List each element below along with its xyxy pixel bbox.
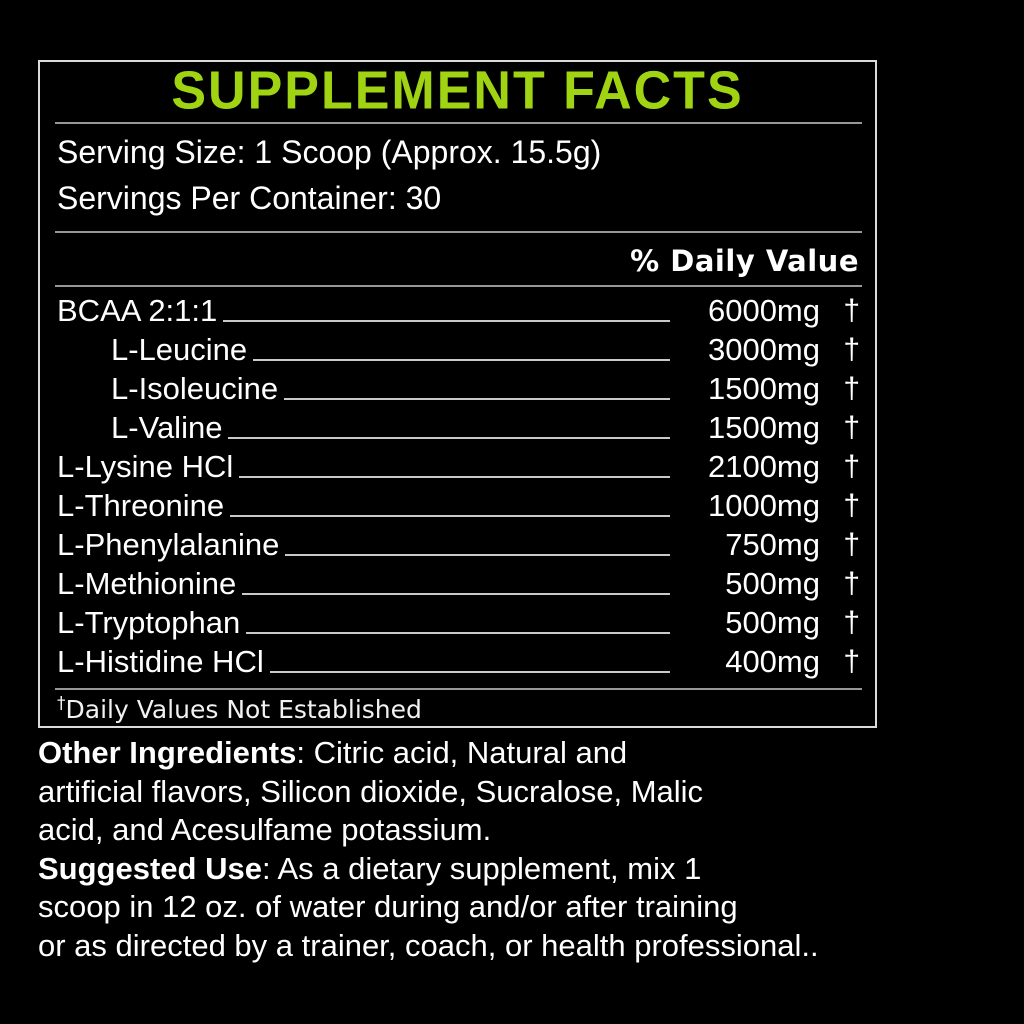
leader-line: [239, 476, 670, 478]
daily-value-dagger: †: [843, 411, 860, 444]
suggested-use-line: Suggested Use: As a dietary supplement, …: [38, 850, 988, 889]
leader-line: [242, 593, 670, 595]
table-row: L-Threonine 1000mg †: [40, 486, 875, 525]
leader-line: [228, 437, 670, 439]
suggested-use-label: Suggested Use: [38, 850, 262, 886]
servings-per-container-text: Servings Per Container: 30: [57, 180, 442, 216]
daily-value-dagger: †: [843, 489, 860, 522]
daily-value-dagger: †: [843, 333, 860, 366]
daily-value-dagger: †: [843, 450, 860, 483]
daily-value-dagger: †: [843, 645, 860, 678]
daily-value-header: % Daily Value: [630, 244, 859, 278]
leader-line: [246, 632, 670, 634]
serving-size-text: Serving Size: 1 Scoop (Approx. 15.5g): [57, 134, 602, 170]
ingredient-name: L-Leucine: [111, 332, 248, 367]
leader-line: [269, 671, 670, 673]
table-row: L-Valine 1500mg †: [40, 408, 875, 447]
ingredient-amount: 400mg: [725, 644, 820, 679]
ingredient-amount: 2100mg: [707, 449, 820, 484]
table-row: L-Leucine 3000mg †: [40, 330, 875, 369]
ingredient-name: L-Phenylalanine: [57, 527, 280, 562]
table-row: L-Isoleucine 1500mg †: [40, 369, 875, 408]
leader-line: [284, 398, 670, 400]
table-row: BCAA 2:1:1 6000mg †: [40, 291, 875, 330]
ingredient-name: L-Tryptophan: [57, 605, 241, 640]
divider: [55, 285, 862, 287]
suggested-use-line: or as directed by a trainer, coach, or h…: [38, 927, 819, 963]
leader-line: [285, 554, 670, 556]
table-row: L-Histidine HCl 400mg †: [40, 642, 875, 681]
daily-value-dagger: †: [843, 567, 860, 600]
divider: [55, 688, 862, 690]
supplement-facts-title: SUPPLEMENT FACTS: [171, 60, 744, 122]
leader-line: [230, 515, 670, 517]
ingredient-name: L-Methionine: [57, 566, 237, 601]
ingredient-amount: 3000mg: [707, 332, 820, 367]
ingredient-name: L-Histidine HCl: [57, 644, 264, 679]
suggested-use-text: : As a dietary supplement, mix 1: [261, 850, 702, 886]
ingredient-name: L-Threonine: [57, 488, 225, 523]
footnote: †Daily Values Not Established: [57, 693, 860, 724]
daily-value-dagger: †: [843, 372, 860, 405]
label-paragraphs: Other Ingredients: Citric acid, Natural …: [38, 734, 988, 966]
ingredient-amount: 750mg: [725, 527, 820, 562]
divider: [55, 231, 862, 233]
ingredient-name: L-Isoleucine: [111, 371, 279, 406]
ingredient-amount: 1000mg: [707, 488, 820, 523]
suggested-use-line: scoop in 12 oz. of water during and/or a…: [38, 889, 738, 925]
leader-line: [223, 320, 670, 322]
other-ingredients-label: Other Ingredients: [38, 735, 297, 770]
supplement-facts-panel: SUPPLEMENT FACTS Serving Size: 1 Scoop (…: [38, 60, 877, 728]
daily-value-dagger: †: [843, 606, 860, 639]
daily-value-dagger: †: [843, 294, 860, 327]
leader-line: [253, 359, 670, 361]
ingredient-name: L-Valine: [111, 410, 223, 445]
other-ingredients-line: acid, and Acesulfame potassium.: [38, 812, 492, 848]
divider: [55, 122, 862, 124]
daily-value-dagger: †: [843, 528, 860, 561]
table-row: L-Methionine 500mg †: [40, 564, 875, 603]
other-ingredients-line: artificial flavors, Silicon dioxide, Suc…: [38, 773, 704, 809]
ingredient-amount: 500mg: [725, 566, 820, 601]
ingredient-amount: 1500mg: [707, 410, 820, 445]
ingredient-name: L-Lysine HCl: [57, 449, 234, 484]
table-row: L-Lysine HCl 2100mg †: [40, 447, 875, 486]
ingredient-amount: 1500mg: [707, 371, 820, 406]
dagger-icon: †: [57, 693, 66, 714]
other-ingredients-lines: artificial flavors, Silicon dioxide, Suc…: [38, 773, 988, 850]
footnote-text: Daily Values Not Established: [65, 695, 422, 724]
ingredient-rows: BCAA 2:1:1 6000mg † L-Leucine 3000mg † L…: [40, 291, 875, 681]
table-row: L-Tryptophan 500mg †: [40, 603, 875, 642]
ingredient-name: BCAA 2:1:1: [57, 293, 218, 328]
other-ingredients-line: Other Ingredients: Citric acid, Natural …: [38, 734, 988, 773]
suggested-use-lines: scoop in 12 oz. of water during and/or a…: [38, 888, 988, 965]
other-ingredients-text: : Citric acid, Natural and: [296, 735, 628, 770]
table-row: L-Phenylalanine 750mg †: [40, 525, 875, 564]
ingredient-amount: 6000mg: [707, 293, 820, 328]
ingredient-amount: 500mg: [725, 605, 820, 640]
